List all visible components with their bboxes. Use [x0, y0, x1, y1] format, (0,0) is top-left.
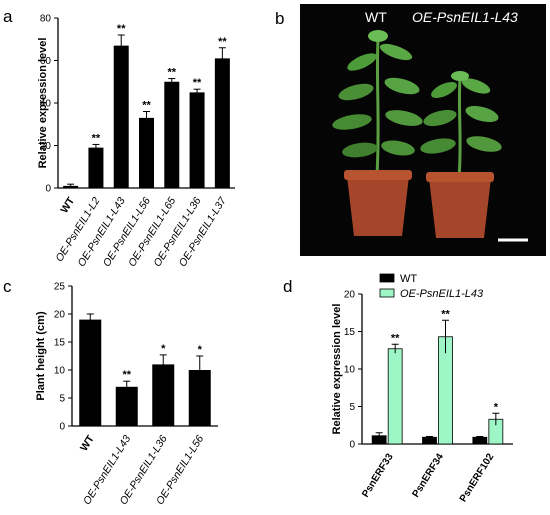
significance-label: **: [441, 308, 450, 320]
y-tick-label: 60: [40, 56, 52, 67]
bar: [188, 370, 211, 426]
y-tick-label: 15: [54, 338, 66, 349]
plant-photo: WT OE-PsnEIL1-L43: [300, 4, 546, 256]
bar-wt: [472, 436, 488, 445]
bar: [152, 364, 175, 426]
panel-letter-a: a: [3, 7, 13, 26]
y-tick-label: 15: [344, 327, 356, 338]
bar: [164, 81, 180, 188]
y-tick-label: 10: [344, 365, 356, 376]
significance-label: *: [494, 401, 499, 413]
y-axis-label: Relative expression level: [37, 38, 49, 169]
y-tick-label: 10: [54, 366, 66, 377]
y-tick-label: 0: [349, 440, 355, 451]
plant-wt: [332, 30, 423, 236]
significance-label: *: [198, 344, 203, 356]
bar: [189, 92, 205, 188]
y-tick-label: 40: [40, 99, 52, 110]
pot-wt: [347, 176, 409, 236]
bar: [115, 386, 138, 426]
legend-entry: OE-PsnEIL1-L43: [400, 288, 484, 300]
y-tick-label: 20: [40, 141, 52, 152]
bar: [113, 45, 129, 188]
photo-label-wt: WT: [365, 9, 387, 25]
category-label: PsnERF102: [458, 451, 497, 504]
plant-oe: [420, 71, 502, 238]
significance-label: **: [168, 67, 177, 79]
bar: [79, 319, 102, 426]
photo-background: [300, 4, 546, 256]
y-axis-label: Plant height (cm): [35, 311, 47, 401]
legend-swatch: [379, 273, 395, 283]
significance-label: **: [92, 132, 101, 144]
y-tick-label: 20: [54, 310, 66, 321]
legend-swatch: [379, 288, 395, 298]
significance-label: **: [122, 369, 131, 381]
significance-label: **: [142, 100, 151, 112]
panel-letter-d: d: [283, 277, 292, 296]
significance-label: **: [391, 332, 400, 344]
legend-entry: WT: [400, 273, 417, 285]
significance-label: *: [161, 343, 166, 355]
category-label: PsnERF33: [360, 451, 396, 499]
y-tick-label: 80: [40, 14, 52, 25]
y-axis-label: Relative expression level: [331, 304, 343, 435]
bar: [88, 147, 104, 188]
panel-letter-b: b: [275, 9, 284, 28]
y-tick-label: 20: [344, 290, 356, 301]
y-tick-label: 25: [54, 282, 66, 293]
bar: [139, 117, 154, 188]
y-tick-label: 0: [59, 422, 65, 433]
bar-oe: [387, 348, 403, 445]
significance-label: **: [117, 23, 126, 35]
significance-label: **: [193, 77, 202, 89]
y-tick-label: 5: [59, 394, 65, 405]
bar-wt: [422, 436, 437, 445]
category-label: WT: [78, 433, 97, 454]
pot-oe: [429, 178, 491, 238]
category-label: PsnERF34: [411, 451, 447, 499]
bar: [214, 58, 230, 188]
y-tick-label: 0: [45, 184, 51, 195]
category-label: WT: [58, 195, 77, 216]
significance-label: **: [218, 36, 227, 48]
photo-label-oe: OE-PsnEIL1-L43: [412, 9, 518, 25]
y-tick-label: 5: [349, 402, 355, 413]
panel-letter-c: c: [3, 277, 12, 296]
